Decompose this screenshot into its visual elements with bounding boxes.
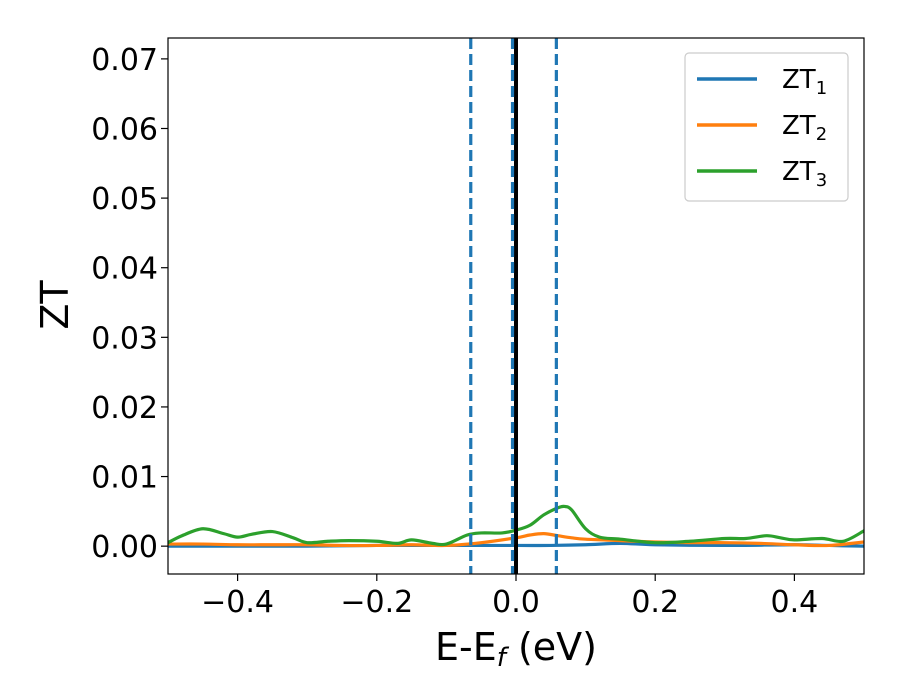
x-tick-label: 0.4 [771,585,819,620]
plot-area [167,37,865,575]
x-tick-label: 0.0 [492,585,540,620]
x-tick-label: −0.2 [340,585,413,620]
series-group [168,38,864,574]
legend: ZT1 ZT2 ZT3 [684,52,849,202]
legend-label-zt3: ZT3 [782,157,827,191]
y-tick-label: 0.07 [91,43,158,78]
y-tick-label: 0.04 [91,252,158,287]
legend-label-zt1: ZT1 [782,65,827,99]
y-tick-label: 0.02 [91,391,158,426]
x-axis-label: E-Ef (eV) [435,625,597,673]
legend-box [684,52,849,202]
y-tick-label: 0.06 [91,112,158,147]
y-axis-label: ZT [33,280,77,330]
y-tick-label: 0.03 [91,321,158,356]
series-line-zt2 [168,532,864,548]
x-axis-ticks: −0.4 −0.2 0.0 0.2 0.4 [201,574,818,620]
series-line-zt3 [168,504,864,547]
y-tick-label: 0.00 [91,530,158,565]
y-tick-label: 0.05 [91,182,158,217]
x-tick-label: 0.2 [631,585,679,620]
y-tick-label: 0.01 [91,461,158,496]
y-axis-ticks: 0.00 0.01 0.02 0.03 0.04 0.05 0.06 0.07 [91,43,168,565]
legend-label-zt2: ZT2 [782,111,827,145]
x-tick-label: −0.4 [201,585,274,620]
